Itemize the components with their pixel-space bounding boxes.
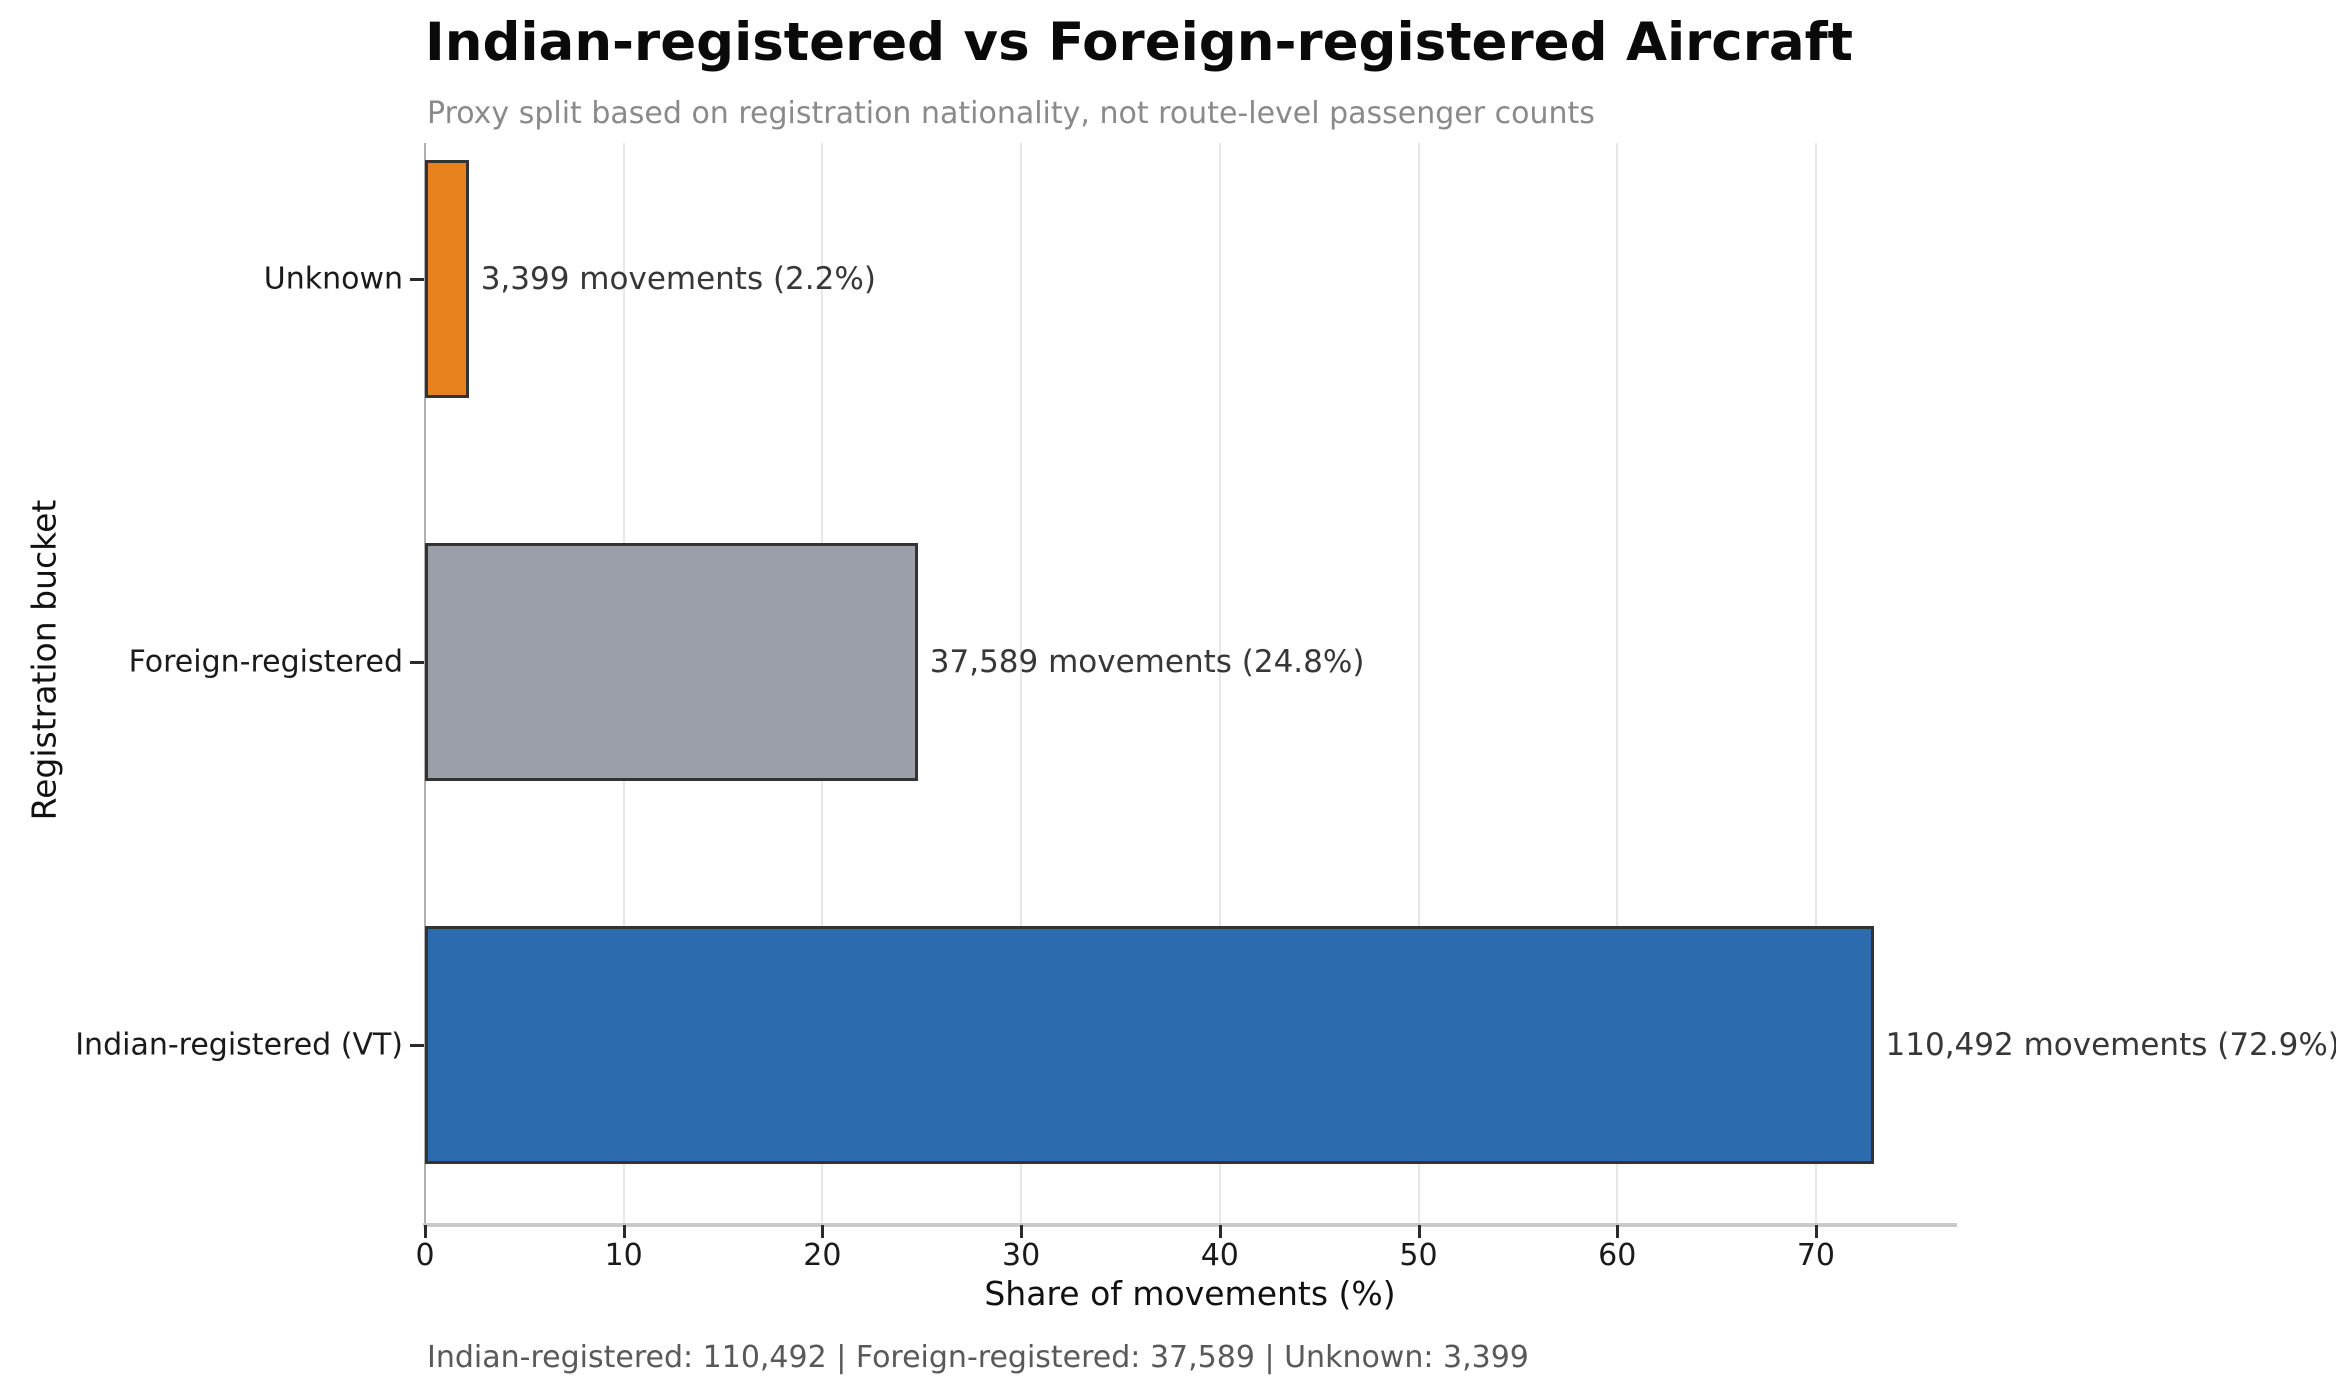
- plot-area: [425, 143, 1955, 1223]
- x-tick-label: 10: [604, 1238, 643, 1273]
- bar-annotation-foreign-registered: 37,589 movements (24.8%): [929, 644, 1365, 680]
- y-tick-mark: [410, 1043, 424, 1047]
- x-tick-mark: [424, 1225, 427, 1238]
- x-axis-label: Share of movements (%): [984, 1274, 1396, 1313]
- x-tick-mark: [1417, 1225, 1421, 1238]
- bar-indian-registered-vt: [425, 926, 1874, 1164]
- gridline: [1616, 143, 1619, 1223]
- x-tick-mark: [622, 1225, 626, 1238]
- x-tick-mark: [1218, 1225, 1222, 1238]
- x-tick-mark: [1020, 1225, 1024, 1238]
- bar-unknown: [425, 160, 469, 398]
- y-tick-mark: [410, 277, 424, 281]
- x-tick-label: 40: [1200, 1238, 1239, 1273]
- bar-annotation-unknown: 3,399 movements (2.2%): [480, 261, 876, 297]
- chart-title: Indian-registered vs Foreign-registered …: [425, 12, 1853, 73]
- x-axis-spine: [423, 1223, 1957, 1227]
- gridline: [1417, 143, 1420, 1223]
- y-tick-mark: [410, 660, 424, 664]
- y-axis-label: Registration bucket: [24, 499, 64, 821]
- y-tick-label-unknown: Unknown: [263, 261, 403, 297]
- chart-subtitle: Proxy split based on registration nation…: [427, 96, 1595, 131]
- y-tick-label-indian-registered-vt: Indian-registered (VT): [75, 1027, 403, 1063]
- y-tick-label-foreign-registered: Foreign-registered: [128, 644, 403, 680]
- x-tick-label: 50: [1399, 1238, 1438, 1273]
- footer-note: Indian-registered: 110,492 | Foreign-reg…: [427, 1340, 1529, 1375]
- x-tick-label: 20: [803, 1238, 842, 1273]
- x-tick-label: 70: [1796, 1238, 1835, 1273]
- bar-annotation-indian-registered-vt: 110,492 movements (72.9%): [1885, 1027, 2336, 1063]
- gridline: [1020, 143, 1023, 1223]
- x-tick-mark: [821, 1225, 825, 1238]
- x-tick-label: 30: [1002, 1238, 1041, 1273]
- gridline: [1814, 143, 1817, 1223]
- bar-foreign-registered: [425, 543, 918, 781]
- x-tick-mark: [1814, 1225, 1818, 1238]
- x-tick-label: 0: [415, 1238, 435, 1273]
- x-tick-label: 60: [1598, 1238, 1637, 1273]
- x-tick-mark: [1616, 1225, 1620, 1238]
- gridline: [1218, 143, 1221, 1223]
